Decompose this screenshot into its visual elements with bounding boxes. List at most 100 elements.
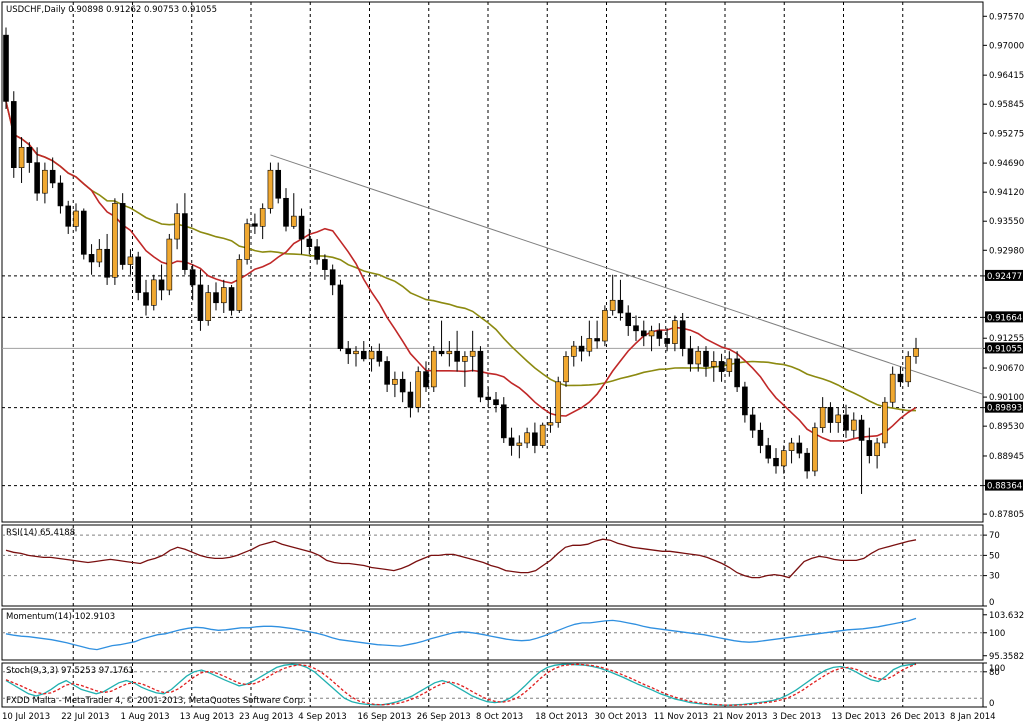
candle xyxy=(228,284,235,316)
candle xyxy=(353,346,359,367)
candle xyxy=(182,193,188,275)
candle-body xyxy=(462,356,468,362)
candle-body xyxy=(718,361,725,372)
candle xyxy=(438,320,445,357)
candle xyxy=(485,386,492,408)
candle-body xyxy=(710,361,717,367)
symbol-header: USDCHF,Daily 0.90898 0.91262 0.90753 0.9… xyxy=(6,5,217,15)
candle xyxy=(244,218,250,265)
candle-body xyxy=(244,223,250,260)
candle xyxy=(687,335,694,372)
candle xyxy=(563,351,569,387)
candle xyxy=(664,328,670,352)
y-tick-label: 0.87805 xyxy=(989,510,1024,520)
level-price-tag xyxy=(985,269,1023,281)
y-tick-label: 0.97000 xyxy=(989,41,1024,51)
y-tick-label: 0.91055 xyxy=(987,344,1022,354)
x-tick-label: 13 Dec 2013 xyxy=(832,712,886,722)
candle-body xyxy=(88,254,95,263)
candle xyxy=(850,412,857,438)
candle xyxy=(695,346,702,372)
candle-body xyxy=(586,338,593,352)
candle xyxy=(415,366,422,413)
stoch-line-main xyxy=(5,663,917,706)
y-tick-label: 0.94690 xyxy=(989,159,1024,169)
candle xyxy=(539,422,546,449)
candle xyxy=(65,200,72,234)
candle xyxy=(314,239,320,265)
candle xyxy=(617,279,624,321)
rsi-y-tick-label: 50 xyxy=(989,551,1000,561)
candle xyxy=(197,269,204,331)
candle xyxy=(57,175,64,214)
candle xyxy=(252,213,258,234)
candle-body xyxy=(252,223,258,227)
candle-body xyxy=(858,419,865,441)
x-tick-label: 3 Dec 2013 xyxy=(772,712,821,722)
candle xyxy=(843,404,849,438)
candle xyxy=(135,251,142,301)
moving-average-slow xyxy=(5,101,916,412)
stochastic-panel[interactable]: Stoch(9,3,3) 97.5253 97.1761 xyxy=(2,663,983,706)
candle-body xyxy=(298,215,305,240)
y-tick-label: 0.88364 xyxy=(987,482,1022,492)
candle xyxy=(710,351,717,382)
candle xyxy=(796,435,803,459)
candle-body xyxy=(905,356,912,383)
candle-body xyxy=(796,442,803,454)
candle xyxy=(446,341,453,367)
candle xyxy=(360,341,367,362)
candle-body xyxy=(827,406,834,423)
stoch-y-tick-label: 0 xyxy=(989,699,994,709)
price-panel[interactable] xyxy=(2,27,984,494)
candle xyxy=(322,254,328,280)
momentum-line xyxy=(5,617,917,651)
candle-body xyxy=(49,169,56,184)
candle xyxy=(454,330,460,372)
candle-body xyxy=(850,419,857,431)
candle-body xyxy=(726,358,733,372)
candle-body xyxy=(889,373,896,403)
level-price-tag xyxy=(985,479,1023,491)
x-tick-label: 1 Aug 2013 xyxy=(121,712,170,722)
candle-body xyxy=(96,248,103,263)
candle-body xyxy=(594,338,600,342)
momentum-title: Momentum(14) 102.9103 xyxy=(6,612,115,622)
candle xyxy=(679,312,686,357)
candle-body xyxy=(563,356,569,383)
y-tick-label: 0.95275 xyxy=(989,129,1024,139)
candle xyxy=(609,274,616,316)
y-tick-label: 0.96415 xyxy=(989,71,1024,81)
candle-body xyxy=(438,350,445,355)
current-price-tag xyxy=(985,342,1023,354)
candle xyxy=(586,320,593,357)
x-tick-label: 4 Sep 2013 xyxy=(298,712,346,722)
candle xyxy=(42,162,48,204)
candle-body xyxy=(446,350,453,355)
rsi-y-tick-label: 0 xyxy=(989,598,994,608)
momentum-y-tick-label: 95.3582 xyxy=(989,652,1024,662)
candle-body xyxy=(532,432,538,446)
rsi-panel[interactable]: RSI(14) 65.4188 xyxy=(2,528,983,579)
price-axis: 0.97570 0.97000 0.96415 0.95845 0.95275 0.946… xyxy=(983,12,1024,709)
candle xyxy=(368,346,375,372)
candle-body xyxy=(166,238,173,291)
y-tick-label: 0.92980 xyxy=(989,246,1024,256)
candle-body xyxy=(57,182,64,207)
candle-body xyxy=(625,312,632,327)
candle-body xyxy=(73,210,79,227)
candle-body xyxy=(742,386,748,416)
candle-body xyxy=(648,330,655,337)
candle xyxy=(905,351,912,387)
candle-body xyxy=(780,450,787,467)
candle-body xyxy=(322,259,328,270)
candle xyxy=(376,343,383,367)
candle xyxy=(73,203,79,232)
candle-body xyxy=(430,350,437,388)
candle xyxy=(804,448,810,479)
candle xyxy=(174,203,180,250)
candle-body xyxy=(283,197,289,227)
momentum-panel[interactable]: Momentum(14) 102.9103 xyxy=(2,612,983,651)
candle xyxy=(734,351,740,392)
